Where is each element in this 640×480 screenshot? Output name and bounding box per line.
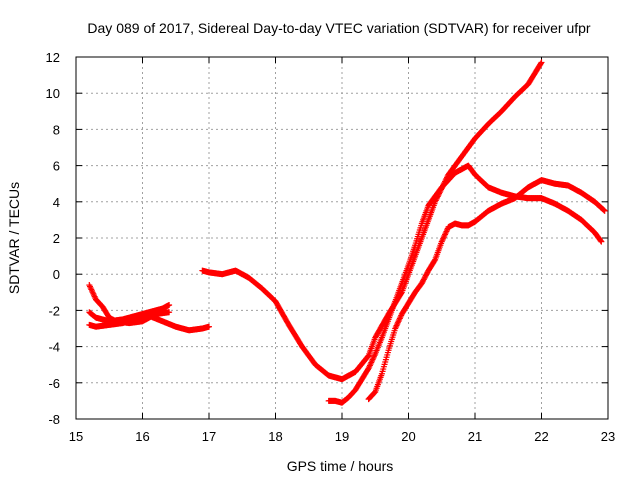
axis-ticks [75,56,609,420]
y-tick-labels: -8 -6 -4 -2 0 2 4 6 8 10 12 [46,50,60,427]
data-point [166,301,173,308]
series-5 [325,162,605,406]
x-axis-title: GPS time / hours [287,458,394,474]
x-tick-labels: 15 16 17 18 19 20 21 22 23 [69,429,615,444]
x-tick-label: 22 [534,429,548,444]
data-point [597,237,604,244]
y-tick-label: 12 [46,50,60,65]
data-point [166,309,173,316]
y-tick-label: 6 [53,159,60,174]
data-point [600,206,607,213]
x-tick-label: 19 [335,429,349,444]
data-point [364,353,371,360]
y-tick-label: -6 [48,376,60,391]
y-tick-label: 2 [53,231,60,246]
y-tick-label: -8 [48,412,60,427]
x-tick-label: 23 [601,429,615,444]
data-point [537,60,544,67]
data-point [206,323,212,330]
data-points [86,59,608,406]
x-tick-label: 17 [202,429,216,444]
grid-lines [76,57,608,419]
y-tick-label: 0 [53,267,60,282]
x-tick-label: 21 [468,429,482,444]
y-tick-label: -2 [48,303,60,318]
y-tick-label: -4 [48,340,60,355]
series-6 [365,177,608,403]
y-tick-label: 8 [53,122,60,137]
y-axis-title: SDTVAR / TECUs [6,182,22,294]
y-tick-label: 10 [46,86,60,101]
data-point [538,59,545,66]
x-tick-label: 16 [135,429,149,444]
x-tick-label: 18 [268,429,282,444]
data-point [601,207,608,214]
data-point [431,257,438,264]
x-tick-label: 20 [401,429,415,444]
data-point [601,207,608,214]
x-tick-label: 15 [69,429,83,444]
series-4 [199,59,545,383]
chart-title: Day 089 of 2017, Sidereal Day-to-day VTE… [87,20,591,36]
y-tick-label: 4 [53,195,60,210]
series-3 [86,282,173,327]
data-point [598,238,605,245]
